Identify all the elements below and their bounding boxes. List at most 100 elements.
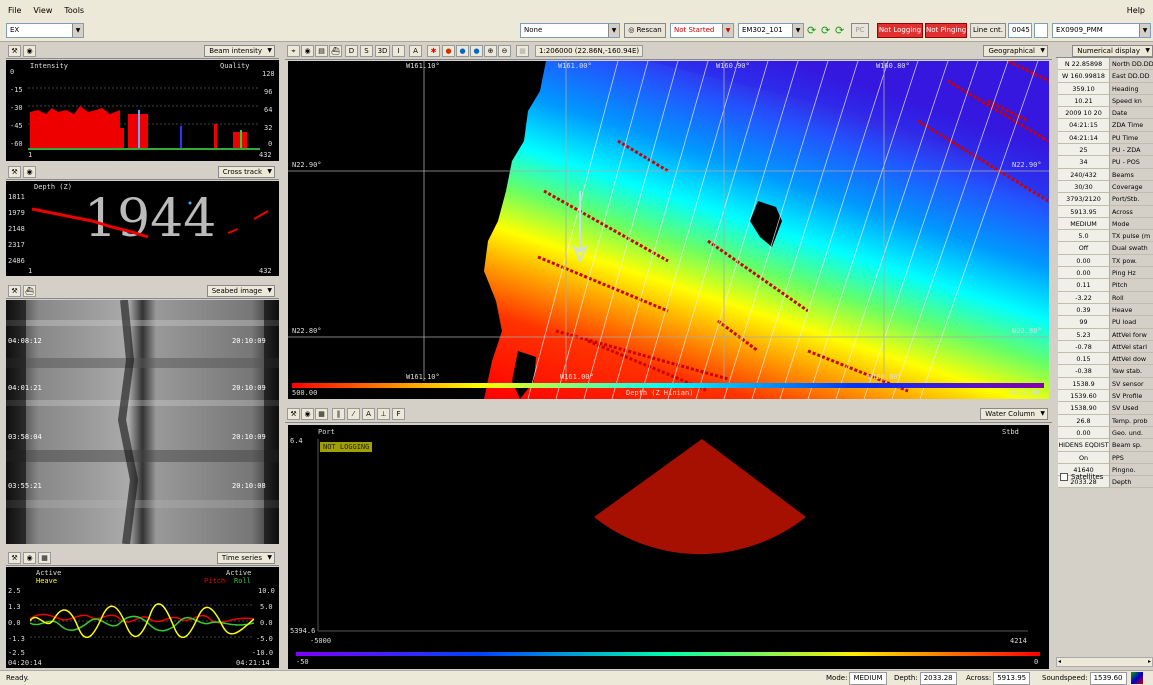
view-s-button[interactable]: S bbox=[360, 45, 373, 57]
globe-icon[interactable]: ◉ bbox=[301, 408, 314, 420]
line-count-field[interactable]: 0045 bbox=[1008, 23, 1032, 38]
earth-icon[interactable]: ● bbox=[456, 45, 469, 57]
water-column-select[interactable]: Water Column bbox=[980, 408, 1048, 420]
numerical-row: 3793/2120 Port/Stb. bbox=[1058, 193, 1153, 206]
time-label: 20:10:08 bbox=[232, 482, 266, 490]
numerical-value: 0.00 bbox=[1058, 254, 1110, 267]
text-icon[interactable]: A bbox=[409, 45, 422, 57]
numerical-row: 0.11 Pitch bbox=[1058, 279, 1153, 292]
numerical-value: 2033.28 bbox=[1058, 476, 1110, 488]
pen-icon[interactable]: ⁄ bbox=[347, 408, 360, 420]
scroll-right-icon[interactable]: ▸ bbox=[1147, 658, 1151, 665]
view-i-button[interactable]: I bbox=[392, 45, 405, 57]
project-select[interactable]: EX ▼ bbox=[6, 23, 84, 38]
text-icon[interactable]: A bbox=[362, 408, 375, 420]
tool-icon[interactable]: ⚒ bbox=[8, 166, 21, 178]
zoom-in-icon[interactable]: ⊕ bbox=[484, 45, 497, 57]
ruler-icon[interactable]: ⊥ bbox=[377, 408, 390, 420]
numerical-label: Date bbox=[1112, 109, 1128, 118]
ship-icon[interactable]: ⛴ bbox=[23, 285, 36, 297]
time-series-plot: Active Heave Active Pitch Roll 2.5 1.3 0… bbox=[6, 567, 279, 668]
pause-icon[interactable]: ‖ bbox=[332, 408, 345, 420]
depth-min: 500.00 bbox=[292, 389, 318, 397]
grid-icon[interactable]: ✱ bbox=[427, 45, 440, 57]
depth-max: 4000.00 bbox=[1010, 389, 1040, 397]
filter-icon[interactable]: F bbox=[392, 408, 405, 420]
system-select[interactable]: EM302_101 ▼ bbox=[738, 23, 804, 38]
main-toolbar: EX ▼ None ▼ ◎ Rescan Not Started ▼ EM302_10… bbox=[0, 20, 1153, 42]
y-tick: -30 bbox=[10, 104, 23, 112]
numerical-row: 5.0 TX pulse (m bbox=[1058, 230, 1153, 243]
not-logging-button[interactable]: Not Logging bbox=[877, 23, 923, 38]
view-3d-button[interactable]: 3D bbox=[375, 45, 390, 57]
horizontal-scrollbar[interactable]: ◂ ▸ bbox=[1056, 657, 1153, 667]
ship-icon[interactable]: ⛴ bbox=[329, 45, 342, 57]
numerical-label: Port/Stb. bbox=[1112, 195, 1140, 204]
y-tick: -15 bbox=[10, 86, 23, 94]
satellites-checkbox[interactable] bbox=[1060, 473, 1068, 481]
start-icon[interactable]: ⟳ bbox=[807, 24, 817, 37]
stop-icon[interactable]: ⟳ bbox=[821, 24, 831, 37]
seabed-panel-header: ⚒ ⛴ Seabed image bbox=[6, 283, 279, 299]
numerical-row: 25 PU - ZDA bbox=[1058, 144, 1153, 157]
menu-file[interactable]: File bbox=[8, 5, 22, 15]
cursor-icon[interactable]: ⌖ bbox=[287, 45, 300, 57]
info-icon[interactable]: ● bbox=[470, 45, 483, 57]
scroll-left-icon[interactable]: ◂ bbox=[1058, 658, 1062, 665]
line-extra-field[interactable] bbox=[1034, 23, 1048, 38]
line-count-button[interactable]: Line cnt. bbox=[970, 23, 1006, 38]
menu-help[interactable]: Help bbox=[1126, 5, 1145, 15]
grid-icon[interactable]: ▦ bbox=[38, 552, 51, 564]
numerical-label: Mode bbox=[1112, 219, 1130, 228]
satellites-option[interactable]: Satellites bbox=[1060, 473, 1103, 481]
numerical-label: Speed kn bbox=[1112, 96, 1142, 105]
cross-track-select[interactable]: Cross track bbox=[217, 166, 275, 178]
beam-display-select[interactable]: Beam intensity bbox=[204, 45, 275, 57]
globe-icon[interactable]: ◉ bbox=[23, 166, 36, 178]
layers-icon[interactable]: ▦ bbox=[516, 45, 529, 57]
globe-icon[interactable]: ◉ bbox=[23, 45, 36, 57]
numerical-display-select[interactable]: Numerical display bbox=[1072, 45, 1153, 57]
rescan-button[interactable]: ◎ Rescan bbox=[624, 23, 666, 38]
tool-icon[interactable]: ⚒ bbox=[8, 285, 21, 297]
numerical-row: On PPS bbox=[1058, 451, 1153, 464]
globe-icon[interactable]: ◉ bbox=[301, 45, 314, 57]
menu-view[interactable]: View bbox=[33, 5, 53, 15]
tool-icon[interactable]: ⚒ bbox=[8, 45, 21, 57]
y-tick: -1.3 bbox=[8, 635, 25, 643]
numerical-label: Heave bbox=[1112, 305, 1133, 314]
grid-icon[interactable]: ▦ bbox=[315, 408, 328, 420]
map-icon[interactable]: ▤ bbox=[315, 45, 328, 57]
survey-select[interactable]: EX0909_PMM ▼ bbox=[1052, 23, 1151, 38]
tool-icon[interactable]: ⚒ bbox=[287, 408, 300, 420]
numerical-label: Depth bbox=[1112, 478, 1132, 487]
status-select[interactable]: Not Started ▼ bbox=[670, 23, 734, 38]
palette-icon[interactable]: ● bbox=[442, 45, 455, 57]
map-projection-select[interactable]: Geographical bbox=[983, 45, 1048, 57]
bathymetry-map[interactable]: W161.10° W161.00° W160.90° W160.80° N22.… bbox=[288, 61, 1049, 399]
view-d-button[interactable]: D bbox=[345, 45, 358, 57]
refresh-icon[interactable]: ⟳ bbox=[835, 24, 845, 37]
zoom-out-icon[interactable]: ⊖ bbox=[498, 45, 511, 57]
lon-label: W160.80° bbox=[876, 62, 910, 70]
chevron-down-icon: ▼ bbox=[1139, 24, 1150, 37]
not-pinging-button[interactable]: Not Pinging bbox=[925, 23, 967, 38]
menu-tools[interactable]: Tools bbox=[64, 5, 85, 15]
r-tick: 96 bbox=[264, 88, 273, 96]
tool-icon[interactable]: ⚒ bbox=[8, 552, 21, 564]
current-depth-overlay: 1944 bbox=[84, 189, 217, 249]
numerical-row: 30/30 Coverage bbox=[1058, 180, 1153, 194]
color-min: -50 bbox=[296, 658, 309, 666]
numerical-row: 41640 Pingno. bbox=[1058, 463, 1153, 477]
y-top: 6.4 bbox=[290, 437, 303, 445]
disabled-button[interactable]: PC bbox=[851, 23, 869, 38]
seabed-select[interactable]: Seabed image bbox=[206, 285, 275, 297]
quality-title: Quality bbox=[220, 62, 250, 70]
numerical-row: W 160.99818 East DD.DD bbox=[1058, 70, 1153, 83]
numerical-value: 04:21:15 bbox=[1058, 119, 1110, 131]
x-max: 4214 bbox=[1010, 637, 1027, 645]
none-select[interactable]: None ▼ bbox=[520, 23, 620, 38]
numerical-row: MEDIUM Mode bbox=[1058, 217, 1153, 231]
globe-icon[interactable]: ◉ bbox=[23, 552, 36, 564]
time-series-select[interactable]: Time series bbox=[216, 552, 275, 564]
